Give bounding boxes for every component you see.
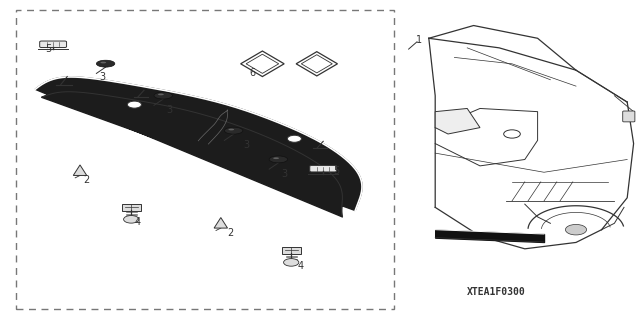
Polygon shape <box>296 52 337 76</box>
Text: 5: 5 <box>333 166 339 176</box>
Text: 6: 6 <box>250 68 256 78</box>
Polygon shape <box>35 77 362 217</box>
Polygon shape <box>73 165 87 175</box>
Text: 2: 2 <box>227 228 234 238</box>
Bar <box>16 10 394 309</box>
Ellipse shape <box>154 92 172 99</box>
Circle shape <box>124 216 139 223</box>
Polygon shape <box>241 51 284 77</box>
Text: 2: 2 <box>83 175 90 185</box>
Ellipse shape <box>228 129 234 130</box>
Ellipse shape <box>97 60 115 67</box>
Polygon shape <box>214 218 228 228</box>
Circle shape <box>504 130 520 138</box>
Text: 3: 3 <box>243 140 250 150</box>
Text: 4: 4 <box>298 261 304 271</box>
FancyBboxPatch shape <box>310 166 337 172</box>
Text: 3: 3 <box>166 105 173 115</box>
FancyBboxPatch shape <box>40 41 67 48</box>
FancyBboxPatch shape <box>122 204 141 211</box>
FancyBboxPatch shape <box>282 247 301 254</box>
Text: 3: 3 <box>282 169 288 179</box>
FancyBboxPatch shape <box>623 111 635 122</box>
Text: 4: 4 <box>134 217 141 227</box>
Text: 5: 5 <box>45 44 51 55</box>
Circle shape <box>287 135 301 142</box>
Circle shape <box>284 259 299 266</box>
Circle shape <box>127 101 141 108</box>
Ellipse shape <box>225 127 243 134</box>
Circle shape <box>566 225 586 235</box>
Polygon shape <box>301 55 332 73</box>
Ellipse shape <box>100 62 106 63</box>
Ellipse shape <box>269 156 287 163</box>
Polygon shape <box>435 108 480 134</box>
Polygon shape <box>246 54 279 73</box>
Text: 3: 3 <box>99 71 106 82</box>
Text: XTEA1F0300: XTEA1F0300 <box>467 287 525 297</box>
Ellipse shape <box>158 93 164 95</box>
Text: 1: 1 <box>416 35 422 45</box>
Ellipse shape <box>273 157 279 159</box>
